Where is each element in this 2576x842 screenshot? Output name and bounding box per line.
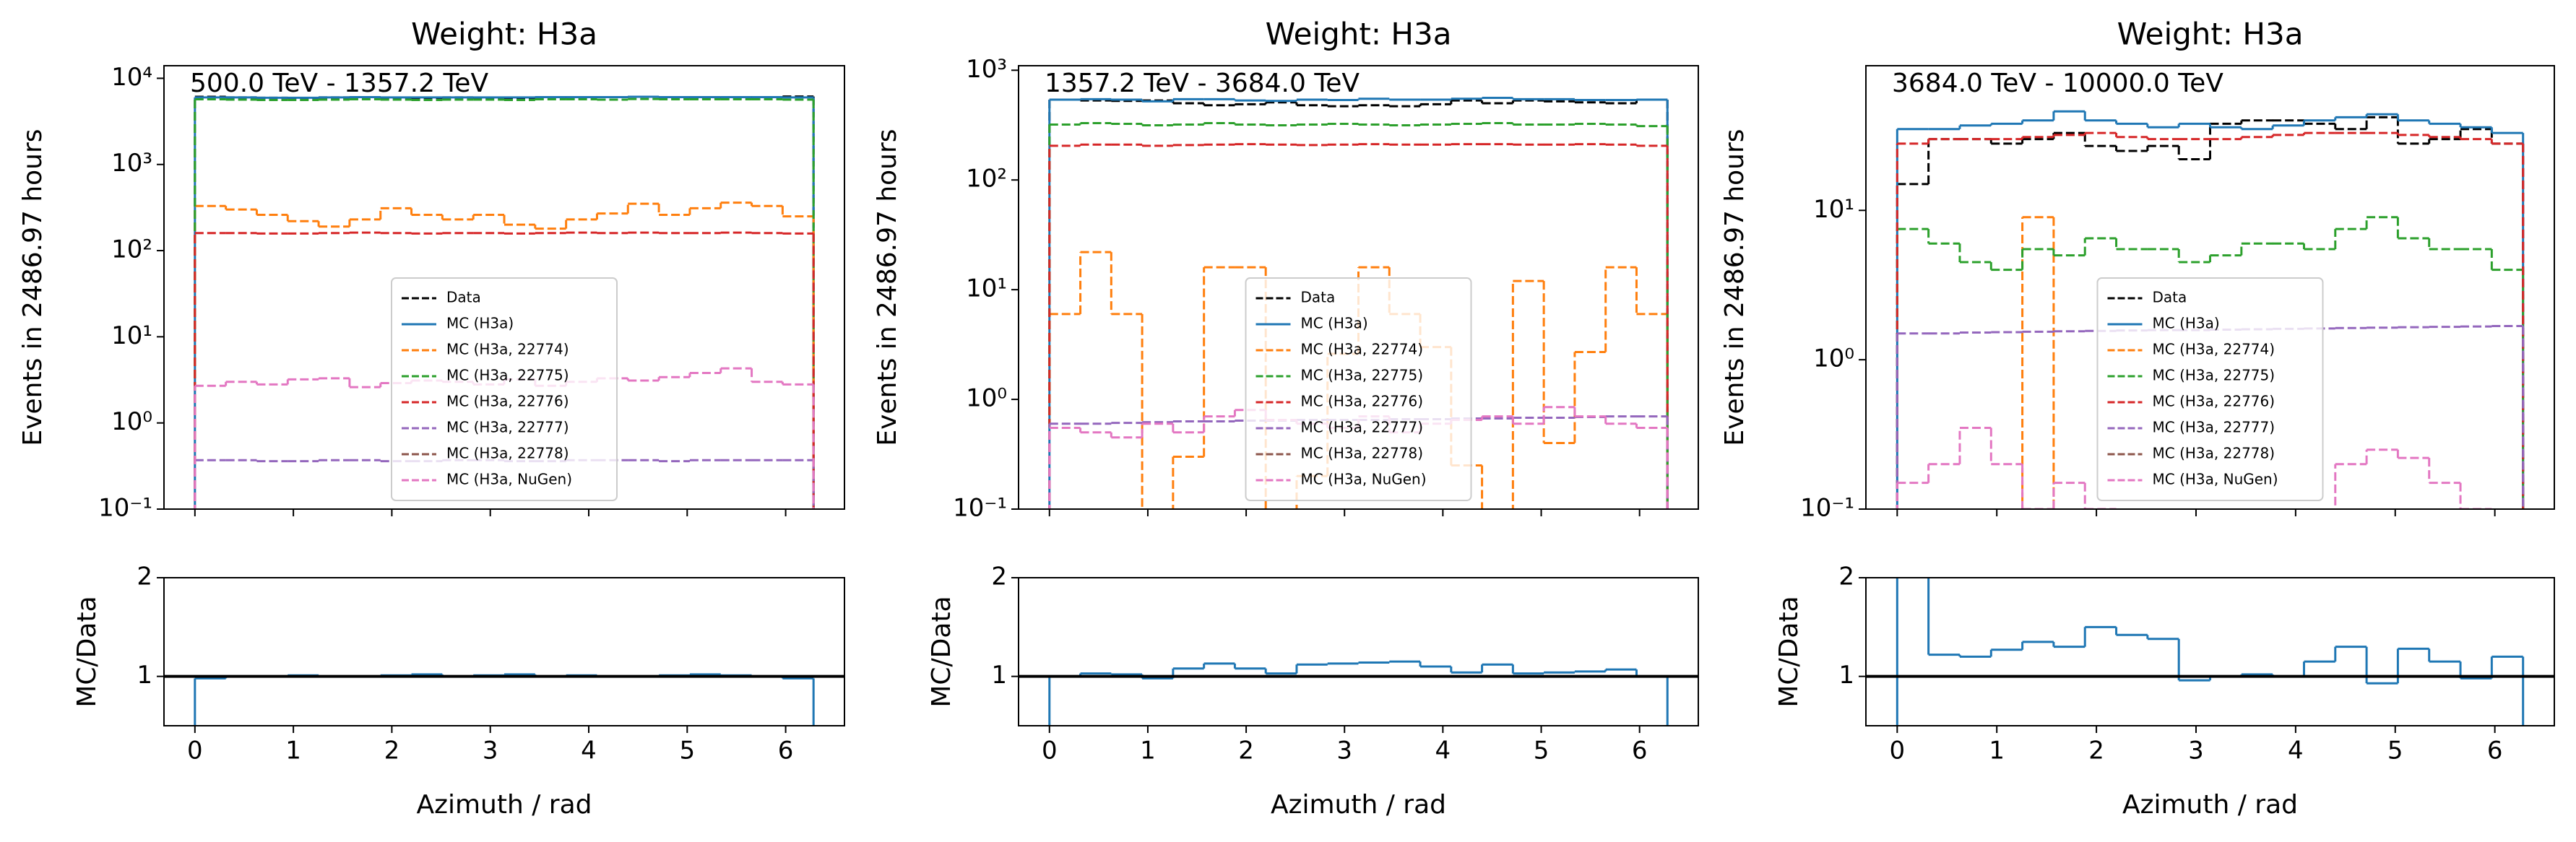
y-tick-label: 10³ — [111, 149, 152, 178]
x-tick-label: 6 — [778, 737, 794, 765]
y-tick-label: 10⁻¹ — [1800, 494, 1854, 523]
legend: Data MC (H3a) MC (H3a, 22774) MC (H3a, 2277… — [2096, 277, 2324, 501]
legend-label: MC (H3a, NuGen) — [2153, 471, 2278, 488]
y-tick-label: 10¹ — [966, 274, 1007, 303]
legend-label: Data — [2153, 289, 2187, 306]
x-tick-label: 1 — [285, 737, 301, 765]
legend-box — [391, 277, 618, 501]
y-tick-label: 10⁰ — [111, 407, 152, 436]
y-tick-label: 10⁴ — [111, 63, 152, 92]
axes-frame — [163, 577, 845, 726]
axes-frame — [163, 65, 845, 510]
legend-label: MC (H3a, 22776) — [1301, 393, 1424, 410]
x-tick-label: 0 — [1042, 737, 1058, 765]
legend-label: MC (H3a, 22777) — [1301, 419, 1424, 436]
axes-frame — [1865, 65, 2555, 510]
legend-label: MC (H3a, 22777) — [2153, 419, 2275, 436]
y-axis-label: Events in 2486.97 hours — [873, 129, 902, 446]
x-axis-label: Azimuth / rad — [1271, 790, 1446, 820]
y-tick-label: 10⁰ — [1813, 344, 1854, 373]
x-tick-label: 5 — [679, 737, 695, 765]
legend-label: MC (H3a, NuGen) — [446, 471, 572, 488]
legend-label: MC (H3a, 22775) — [1301, 367, 1424, 384]
plot-area — [1019, 660, 1698, 726]
x-tick-label: 3 — [483, 737, 498, 765]
y-axis-label: MC/Data — [1774, 596, 1804, 707]
legend-box — [1245, 277, 1472, 501]
legend-label: MC (H3a, 22774) — [1301, 341, 1424, 358]
y-tick-label: 1 — [137, 661, 152, 690]
legend-label: MC (H3a, 22778) — [1301, 445, 1424, 462]
legend-label: MC (H3a, NuGen) — [1301, 471, 1427, 488]
legend-label: MC (H3a) — [446, 315, 514, 332]
x-axis-label: Azimuth / rad — [2122, 790, 2298, 820]
plot-area — [164, 673, 844, 726]
legend-label: MC (H3a, 22776) — [2153, 393, 2275, 410]
x-axis-label: Azimuth / rad — [416, 790, 592, 820]
y-tick-label: 10⁰ — [966, 384, 1007, 413]
chart-title: Weight: H3a — [411, 17, 597, 52]
y-tick-label: 10³ — [966, 55, 1007, 84]
legend-label: MC (H3a, 22774) — [446, 341, 569, 358]
y-tick-label: 2 — [991, 563, 1007, 591]
x-tick-label: 2 — [384, 737, 400, 765]
x-tick-label: 5 — [1534, 737, 1550, 765]
legend-label: MC (H3a, 22775) — [2153, 367, 2275, 384]
chart-title: Weight: H3a — [2117, 17, 2304, 52]
legend-label: MC (H3a) — [1301, 315, 1368, 332]
chart-title: Weight: H3a — [1266, 17, 1452, 52]
x-tick-label: 2 — [1238, 737, 1254, 765]
legend-label: MC (H3a) — [2153, 315, 2220, 332]
legend: Data MC (H3a) MC (H3a, 22774) MC (H3a, 2277… — [391, 277, 618, 501]
legend: Data MC (H3a) MC (H3a, 22774) MC (H3a, 2277… — [1245, 277, 1472, 501]
legend-label: MC (H3a, 22775) — [446, 367, 569, 384]
y-axis-label: Events in 2486.97 hours — [18, 129, 48, 446]
legend-label: MC (H3a, 22776) — [446, 393, 569, 410]
y-tick-label: 2 — [137, 563, 152, 591]
legend-label: Data — [446, 289, 481, 306]
annotation: 3684.0 TeV - 10000.0 TeV — [1892, 69, 2223, 98]
y-tick-label: 2 — [1838, 563, 1854, 591]
x-tick-label: 6 — [2487, 737, 2503, 765]
x-tick-label: 0 — [187, 737, 203, 765]
legend-label: MC (H3a, 22778) — [2153, 445, 2275, 462]
x-tick-label: 3 — [1336, 737, 1352, 765]
x-tick-label: 6 — [1632, 737, 1648, 765]
x-tick-label: 1 — [1140, 737, 1156, 765]
y-axis-label: MC/Data — [927, 596, 956, 707]
x-tick-label: 5 — [2387, 737, 2403, 765]
x-tick-label: 3 — [2188, 737, 2204, 765]
y-tick-label: 10⁻¹ — [98, 494, 152, 523]
y-tick-label: 1 — [991, 661, 1007, 690]
legend-label: MC (H3a, 22778) — [446, 445, 569, 462]
x-tick-label: 4 — [2288, 737, 2304, 765]
legend-label: MC (H3a, 22774) — [2153, 341, 2275, 358]
y-tick-label: 10² — [111, 235, 152, 264]
y-tick-label: 10² — [966, 165, 1007, 194]
legend-label: Data — [1301, 289, 1336, 306]
x-tick-label: 1 — [1989, 737, 2005, 765]
y-tick-label: 10¹ — [1813, 195, 1854, 224]
y-tick-label: 10⁻¹ — [953, 494, 1007, 523]
x-tick-label: 2 — [2088, 737, 2104, 765]
y-axis-label: Events in 2486.97 hours — [1720, 129, 1750, 446]
axes-frame — [1018, 577, 1699, 726]
axes-frame — [1865, 577, 2555, 726]
x-tick-label: 0 — [1890, 737, 1906, 765]
y-tick-label: 1 — [1838, 661, 1854, 690]
legend-box — [2096, 277, 2324, 501]
x-tick-label: 4 — [1435, 737, 1451, 765]
annotation: 500.0 TeV - 1357.2 TeV — [190, 69, 488, 98]
y-axis-label: MC/Data — [72, 596, 102, 707]
y-tick-label: 10¹ — [111, 321, 152, 350]
plot-area — [194, 95, 815, 509]
x-tick-label: 4 — [581, 737, 597, 765]
plot-area — [1866, 578, 2554, 726]
legend-label: MC (H3a, 22777) — [446, 419, 569, 436]
axes-frame — [1018, 65, 1699, 510]
annotation: 1357.2 TeV - 3684.0 TeV — [1045, 69, 1360, 98]
